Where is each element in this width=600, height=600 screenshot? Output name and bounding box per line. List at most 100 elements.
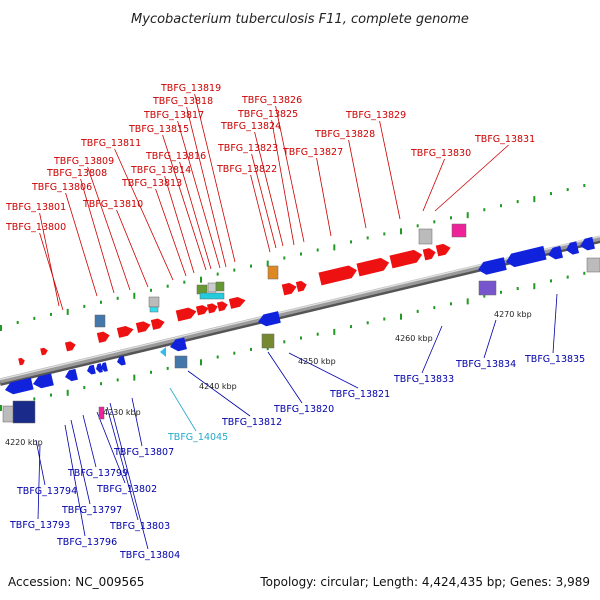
- label-leader: [422, 158, 445, 212]
- label-leader: [179, 161, 212, 270]
- reverse-gene-label: TBFG_13812: [221, 417, 282, 428]
- track-dot: [33, 397, 36, 401]
- feature-box: [196, 284, 208, 295]
- track-dot: [300, 252, 302, 256]
- track-dot: [266, 260, 269, 267]
- track-dot: [50, 393, 52, 397]
- axis-tick-label: 4270 kbp: [494, 310, 532, 319]
- forward-gene: [96, 331, 110, 343]
- label-leader: [164, 175, 195, 274]
- axis-tick-label: 4260 kbp: [395, 334, 433, 343]
- forward-gene-label: TBFG_13800: [5, 222, 66, 233]
- track-dot: [583, 271, 586, 275]
- feature-box: [267, 265, 279, 280]
- track-dot: [350, 325, 352, 329]
- track-dot: [316, 248, 319, 252]
- label-leader: [70, 419, 91, 505]
- forward-gene-label: TBFG_13818: [152, 96, 213, 107]
- forward-gene: [228, 297, 246, 309]
- forward-gene: [435, 243, 451, 257]
- label-leader: [82, 414, 97, 468]
- track-dot: [500, 290, 502, 294]
- track-dot: [466, 298, 469, 305]
- forward-gene-label: TBFG_13811: [80, 138, 141, 149]
- track-dot: [333, 244, 336, 251]
- label-leader: [194, 93, 236, 263]
- accession-text: Accession: NC_009565: [8, 575, 144, 589]
- forward-gene-label: TBFG_13809: [53, 156, 114, 167]
- track-dot: [133, 374, 136, 381]
- track-dot: [66, 308, 69, 315]
- track-dot: [150, 370, 152, 374]
- track-dot: [533, 283, 536, 290]
- track-dot: [350, 240, 352, 244]
- label-leader: [275, 105, 305, 243]
- forward-gene-label: TBFG_13831: [474, 134, 535, 145]
- track-dot: [316, 332, 319, 336]
- axis-tick-labels: 4220 kbp 4230 kbp 4240 kbp 4250 kbp 4260 kbp…: [5, 310, 532, 447]
- track-dot: [83, 386, 86, 389]
- axis-tick-label: 4250 kbp: [298, 357, 336, 366]
- label-leader: [87, 166, 131, 291]
- track-dot: [366, 236, 369, 240]
- label-leader: [348, 139, 367, 229]
- label-leader: [64, 424, 86, 537]
- label-leader: [267, 351, 303, 404]
- forward-gene: [281, 282, 297, 296]
- label-leader: [131, 397, 143, 447]
- feature-box: [149, 306, 159, 313]
- forward-gene-label: TBFG_13822: [216, 164, 277, 175]
- track-dot: [0, 405, 2, 411]
- track-dot: [83, 304, 86, 308]
- feature-box: [261, 333, 275, 349]
- track-dot: [433, 220, 436, 224]
- feature-box: [478, 280, 497, 296]
- label-leader: [288, 352, 359, 389]
- reverse-gene-label: TBFG_13804: [119, 550, 180, 561]
- reverse-gene: [580, 236, 596, 251]
- track-dot: [466, 212, 469, 219]
- forward-gene-label: TBFG_13824: [220, 121, 281, 132]
- feature-box: [451, 223, 467, 238]
- track-dot: [400, 228, 402, 235]
- label-leader: [109, 402, 149, 550]
- feature-box: [418, 228, 433, 245]
- track-dot: [383, 317, 386, 321]
- reverse-gene-label: TBFG_13802: [96, 484, 157, 495]
- reverse-gene: [117, 355, 126, 366]
- reverse-gene: [478, 257, 507, 275]
- label-leader: [116, 209, 149, 288]
- forward-gene-label: TBFG_13819: [160, 83, 221, 94]
- forward-gene: [318, 265, 357, 286]
- feature-box: [148, 296, 160, 308]
- reverse-gene-label: TBFG_13835: [524, 354, 585, 365]
- forward-gene: [150, 318, 165, 330]
- track-dot: [433, 306, 436, 310]
- label-leader: [379, 120, 401, 220]
- forward-gene: [206, 303, 218, 314]
- feature-box: [199, 292, 225, 300]
- track-dot: [566, 188, 569, 192]
- genome-summary-text: Topology: circular; Length: 4,424,435 bp…: [259, 575, 590, 589]
- forward-gene-label: TBFG_13826: [241, 95, 302, 106]
- forward-gene-label: TBFG_13829: [345, 110, 406, 121]
- track-dot: [216, 355, 219, 359]
- track-dot: [166, 366, 169, 370]
- reverse-gene-label: TBFG_13820: [273, 404, 334, 415]
- track-dot: [216, 272, 219, 276]
- gene-features: [2, 223, 600, 424]
- reverse-gene: [5, 377, 34, 395]
- track-dot: [50, 312, 52, 316]
- reverse-gene: [33, 373, 54, 389]
- forward-gene: [422, 248, 436, 261]
- label-leader: [96, 411, 126, 484]
- genome-title: Mycobacterium tuberculosis F11, complete…: [131, 12, 469, 27]
- track-dot: [116, 296, 119, 300]
- track-dot: [250, 264, 252, 268]
- track-dot: [200, 359, 202, 366]
- reverse-gene-label: TBFG_13821: [329, 389, 390, 400]
- feature-box: [12, 400, 36, 424]
- highlight-gene-label: TBFG_14045: [167, 432, 228, 443]
- label-leader: [169, 387, 197, 432]
- label-leader: [39, 232, 64, 311]
